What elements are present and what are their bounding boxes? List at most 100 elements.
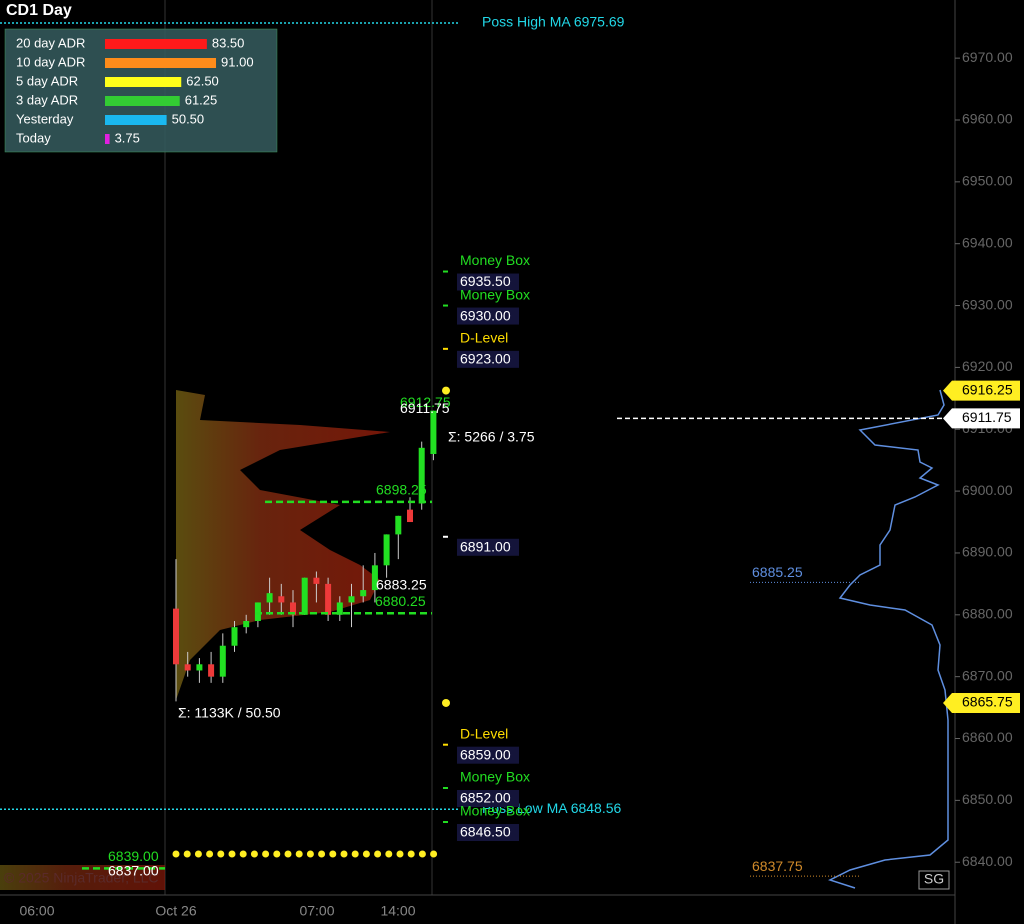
level-value: 6846.50 xyxy=(460,824,511,840)
dot xyxy=(239,850,247,858)
adr-name: Today xyxy=(16,130,51,145)
candle-body xyxy=(407,509,413,523)
dot xyxy=(217,850,225,858)
level-dot xyxy=(442,386,450,395)
x-tick-label: Oct 26 xyxy=(155,903,196,919)
dot xyxy=(284,850,292,858)
level-dot xyxy=(442,698,450,707)
level-bg xyxy=(457,538,519,556)
level-value: 6923.00 xyxy=(460,351,511,367)
adr-bar xyxy=(105,39,207,49)
candle-body xyxy=(360,590,367,597)
dot xyxy=(262,850,270,858)
candle-body xyxy=(266,593,273,603)
dot xyxy=(374,850,382,858)
y-tick-label: 6860.00 xyxy=(962,729,1013,745)
adr-value: 91.00 xyxy=(221,54,254,69)
chart-title: CD1 Day xyxy=(6,2,72,19)
candle-body xyxy=(418,447,425,504)
y-tick-label: 6940.00 xyxy=(962,234,1013,250)
level-bg xyxy=(457,746,519,764)
price-badge-label: 6865.75 xyxy=(962,694,1013,710)
y-tick-label: 6900.00 xyxy=(962,482,1013,498)
dot xyxy=(418,850,426,858)
level-bg xyxy=(457,789,519,807)
dashed-level-label: 6898.25 xyxy=(376,482,427,498)
dot xyxy=(362,850,370,858)
level-bg xyxy=(457,824,519,842)
dot xyxy=(396,850,404,858)
level-name: D-Level xyxy=(460,725,508,741)
candle-body xyxy=(196,664,203,671)
price-badge xyxy=(943,692,1020,713)
adr-bar xyxy=(105,115,167,125)
candle-body xyxy=(430,410,437,454)
dot xyxy=(250,850,258,858)
sg-box xyxy=(918,870,950,890)
y-tick-label: 6840.00 xyxy=(962,853,1013,869)
volume-profile xyxy=(0,865,165,890)
dot xyxy=(351,850,359,858)
candle-body xyxy=(208,664,215,677)
copyright: © 2025 NinjaTrader, LLC xyxy=(4,870,159,886)
level-value: 6859.00 xyxy=(460,746,511,762)
dot xyxy=(273,850,281,858)
level-bg xyxy=(457,273,519,291)
candle-body xyxy=(231,627,238,646)
price-badge-label: 6911.75 xyxy=(962,409,1012,425)
dot xyxy=(228,850,236,858)
adr-value: 61.25 xyxy=(185,92,218,107)
candle-body xyxy=(184,664,191,671)
volume-profile-right xyxy=(828,389,949,889)
x-tick-label: 06:00 xyxy=(19,903,54,919)
dashed-level-label: 6839.00 xyxy=(108,848,159,864)
candle-body xyxy=(383,534,390,566)
level-value: 6852.00 xyxy=(460,790,511,806)
candle-body xyxy=(348,596,355,603)
level-name: Money Box xyxy=(460,252,530,268)
x-tick-label: 14:00 xyxy=(380,903,415,919)
y-tick-label: 6870.00 xyxy=(962,667,1013,683)
level-name: Money Box xyxy=(460,769,530,785)
level-bg xyxy=(457,350,519,368)
candle-body xyxy=(243,620,250,628)
adr-panel xyxy=(4,28,278,153)
level-value: 6935.50 xyxy=(460,273,511,289)
dot xyxy=(295,850,303,858)
profile-level-label: 6837.75 xyxy=(752,858,803,874)
candle-body xyxy=(313,577,320,584)
adr-value: 62.50 xyxy=(186,73,219,88)
adr-name: 3 day ADR xyxy=(16,92,78,107)
candle-body xyxy=(219,645,226,677)
dot xyxy=(318,850,326,858)
adr-name: 5 day ADR xyxy=(16,73,78,88)
adr-value: 83.50 xyxy=(212,35,245,50)
y-tick-label: 6890.00 xyxy=(962,544,1013,560)
dot xyxy=(340,850,348,858)
adr-name: 10 day ADR xyxy=(16,54,85,69)
adr-name: 20 day ADR xyxy=(16,35,85,50)
candle-body xyxy=(301,577,308,615)
price-text: 6837.00 xyxy=(108,862,159,878)
level-value: 6930.00 xyxy=(460,307,511,323)
candle-body xyxy=(254,602,261,621)
level-name: Money Box xyxy=(460,286,530,302)
adr-bar xyxy=(105,77,182,87)
adr-bar xyxy=(105,134,110,144)
y-tick-label: 6880.00 xyxy=(962,606,1013,622)
profile-level-label: 6885.25 xyxy=(752,564,803,580)
dot xyxy=(194,850,202,858)
adr-bar xyxy=(105,96,180,106)
price-text: 6912.75 xyxy=(400,394,451,410)
candle-body xyxy=(336,602,343,615)
dot xyxy=(407,850,415,858)
sigma-text: Σ: 1133K / 50.50 xyxy=(178,705,281,721)
dot xyxy=(329,850,337,858)
dot xyxy=(306,850,314,858)
candle-body xyxy=(290,602,296,615)
level-bg xyxy=(457,307,519,325)
y-tick-label: 6920.00 xyxy=(962,358,1013,374)
